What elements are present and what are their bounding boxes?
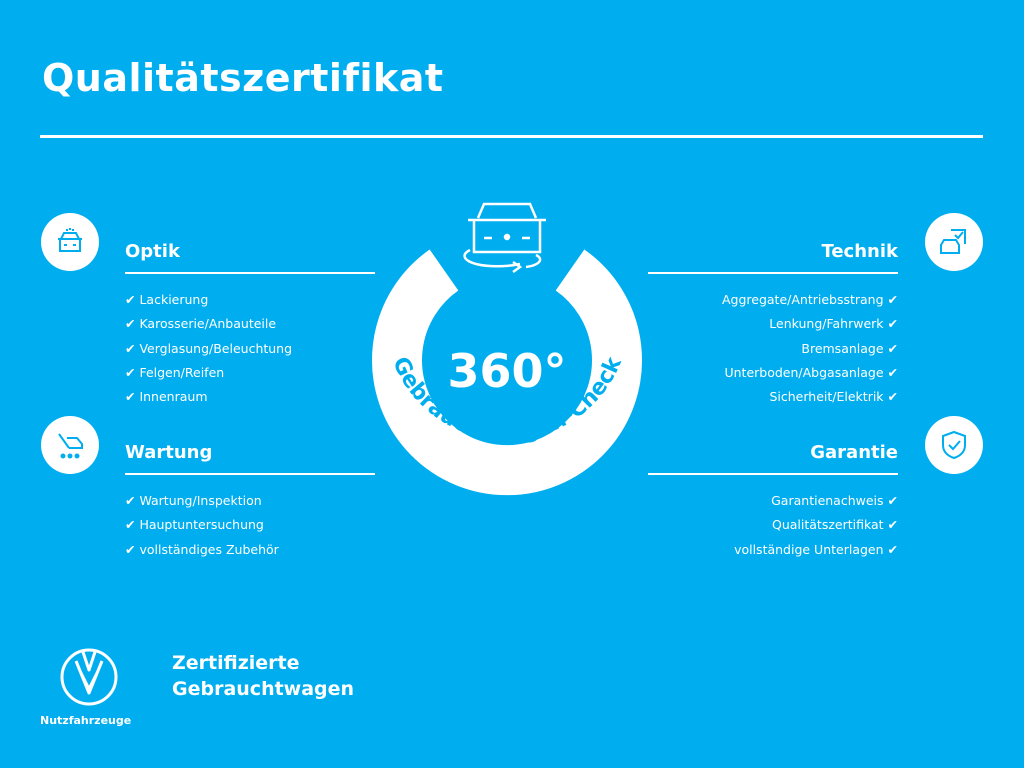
center-value: 360° (447, 344, 566, 398)
section-divider (648, 473, 898, 475)
section-title: Wartung (125, 442, 213, 463)
check-item: Unterboden/Abgasanlage ✔ (724, 364, 898, 380)
page-title: Qualitätszertifikat (42, 56, 444, 100)
car-360-icon (463, 202, 546, 274)
car-checklist-icon (925, 213, 983, 271)
shield-check-icon (925, 416, 983, 474)
title-divider (40, 135, 983, 138)
check-item: Aggregate/Antriebsstrang ✔ (721, 292, 898, 307)
vw-logo (60, 648, 118, 706)
check-item: Lenkung/Fahrwerk ✔ (769, 316, 898, 332)
brand-name: Zertifizierte Gebrauchtwagen (172, 652, 355, 700)
check-item: Sicherheit/Elektrik ✔ (769, 389, 898, 405)
section-title: Optik (125, 241, 180, 262)
check-item: ✔ Hauptuntersuchung (125, 517, 264, 533)
section-divider (125, 473, 375, 475)
check-item: Bremsanlage ✔ (801, 340, 898, 356)
car-front-icon (41, 213, 99, 271)
check-item: Qualitätszertifikat ✔ (771, 517, 898, 533)
check-item: Garantienachweis ✔ (771, 493, 898, 508)
section-divider (125, 272, 375, 274)
check-item: ✔ Felgen/Reifen (125, 364, 225, 380)
wrench-car-icon (41, 416, 99, 474)
ring-arc (372, 249, 642, 496)
section-divider (648, 272, 898, 274)
section-technik: Technik Aggregate/Antriebsstrang ✔ Lenku… (643, 241, 898, 409)
check-item: ✔ Verglasung/Beleuchtung (125, 340, 293, 356)
check-item: vollständige Unterlagen ✔ (734, 541, 898, 557)
check-item: ✔ vollständiges Zubehör (125, 541, 279, 557)
brand-sub: Nutzfahrzeuge (40, 714, 132, 727)
section-optik: Optik ✔ Lackierung ✔ Karosserie/Anbautei… (125, 241, 375, 409)
check-item: ✔ Wartung/Inspektion (125, 493, 262, 508)
section-wartung: Wartung ✔ Wartung/Inspektion ✔ Hauptunte… (125, 442, 375, 562)
section-title: Technik (821, 241, 898, 262)
section-title: Garantie (810, 442, 898, 463)
check-item: ✔ Lackierung (125, 292, 209, 307)
check-item: ✔ Karosserie/Anbauteile (125, 316, 277, 332)
section-garantie: Garantie Garantienachweis ✔ Qualitätszer… (643, 442, 898, 562)
check-item: ✔ Innenraum (125, 389, 208, 405)
